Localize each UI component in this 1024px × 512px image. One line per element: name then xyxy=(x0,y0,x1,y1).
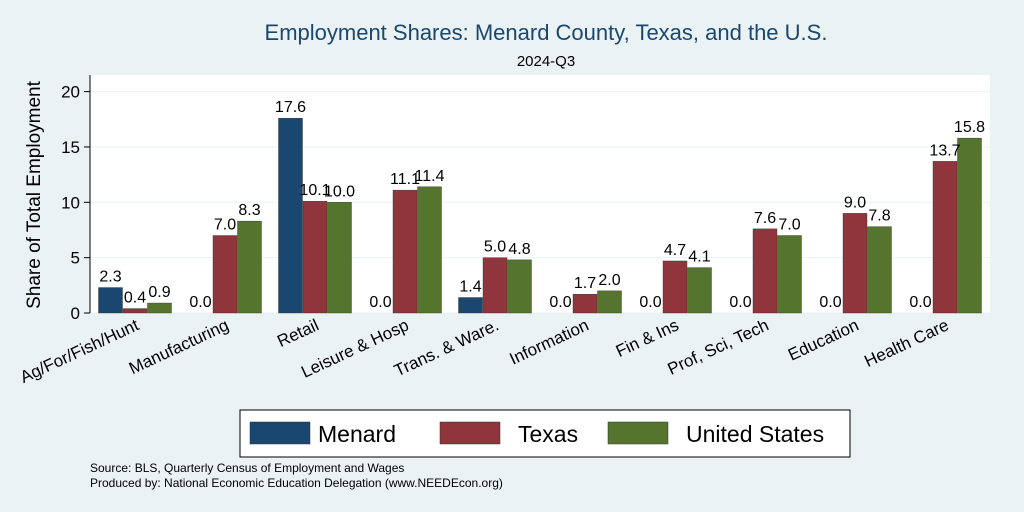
data-label: 0.9 xyxy=(148,284,170,301)
data-label: 0.0 xyxy=(909,294,931,311)
data-label: 7.0 xyxy=(778,217,800,234)
produced-by-note: Produced by: National Economic Education… xyxy=(90,476,503,490)
data-label: 11.4 xyxy=(415,168,445,185)
data-label: 5.0 xyxy=(484,239,506,256)
bar-united-states xyxy=(957,137,982,314)
data-label: 0.0 xyxy=(729,294,751,311)
y-tick-label: 5 xyxy=(71,249,80,268)
legend: Menard Texas United States xyxy=(239,409,851,458)
y-tick-label: 0 xyxy=(71,304,80,323)
bar-texas xyxy=(122,308,148,314)
legend-label: United States xyxy=(686,421,824,447)
y-tick-label: 10 xyxy=(61,193,80,212)
data-label: 10.1 xyxy=(299,182,330,199)
data-label: 2.3 xyxy=(99,269,121,286)
bar-united-states xyxy=(867,226,892,314)
bar-menard xyxy=(278,117,303,314)
legend-swatch xyxy=(607,421,669,445)
bar-united-states xyxy=(777,235,802,314)
data-label: 8.3 xyxy=(238,202,260,219)
bars xyxy=(98,117,982,314)
y-axis-label: Share of Total Employment xyxy=(24,80,45,308)
data-label: 13.7 xyxy=(929,142,960,159)
chart-subtitle: 2024-Q3 xyxy=(517,53,575,70)
data-label: 7.6 xyxy=(754,210,776,227)
bar-united-states xyxy=(507,259,532,314)
data-label: 9.0 xyxy=(844,194,866,211)
y-axis: 0 5 10 15 20 xyxy=(61,75,91,323)
data-label: 0.0 xyxy=(189,294,211,311)
bar-united-states xyxy=(597,290,622,314)
bar-texas xyxy=(932,161,958,314)
data-label: 0.0 xyxy=(549,294,571,311)
bar-texas xyxy=(662,260,688,314)
data-label: 11.1 xyxy=(390,171,420,188)
data-label: 15.8 xyxy=(954,119,985,136)
bar-texas xyxy=(212,235,238,314)
legend-label: Texas xyxy=(518,421,578,447)
data-label: 2.0 xyxy=(598,272,620,289)
data-label: 17.6 xyxy=(275,99,306,116)
data-label: 4.1 xyxy=(688,249,710,266)
data-label: 0.0 xyxy=(369,294,391,311)
legend-box xyxy=(239,409,851,458)
data-label: 7.0 xyxy=(214,217,236,234)
data-label: 10.0 xyxy=(324,183,355,200)
bar-united-states xyxy=(687,267,712,314)
bar-united-states xyxy=(417,186,442,314)
data-label: 0.4 xyxy=(124,290,146,307)
bar-texas xyxy=(752,228,778,314)
y-tick-label: 15 xyxy=(61,138,80,157)
bar-texas xyxy=(302,200,328,314)
source-note: Source: BLS, Quarterly Census of Employm… xyxy=(90,461,404,475)
legend-label: Menard xyxy=(318,421,396,447)
bar-texas xyxy=(482,257,508,314)
bar-united-states xyxy=(237,220,262,314)
chart-title: Employment Shares: Menard County, Texas,… xyxy=(265,20,828,45)
data-label: 1.7 xyxy=(574,275,596,292)
bar-texas xyxy=(392,189,418,314)
data-label: 7.8 xyxy=(868,208,890,225)
data-labels: 2.30.4 0.90.07.08.317.610.110.00.011.111.… xyxy=(99,99,985,311)
bar-texas xyxy=(572,293,598,314)
data-label: 1.4 xyxy=(459,279,481,296)
bar-menard xyxy=(458,297,483,314)
data-label: 0.0 xyxy=(819,294,841,311)
bar-united-states xyxy=(147,302,172,314)
bar-menard xyxy=(98,287,123,314)
y-tick-label: 20 xyxy=(61,83,80,102)
legend-swatch xyxy=(439,421,501,445)
data-label: 4.8 xyxy=(508,241,530,258)
data-label: 4.7 xyxy=(664,242,686,259)
data-label: 0.0 xyxy=(639,294,661,311)
bar-united-states xyxy=(327,202,352,314)
bar-texas xyxy=(842,213,868,314)
legend-swatch xyxy=(249,421,311,445)
